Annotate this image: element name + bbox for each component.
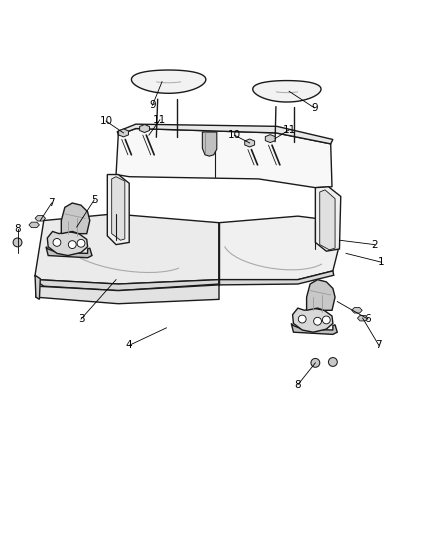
Polygon shape (46, 247, 92, 258)
Circle shape (328, 358, 337, 366)
Text: 2: 2 (371, 240, 378, 249)
Text: 7: 7 (375, 341, 382, 350)
Polygon shape (265, 135, 275, 143)
Text: 5: 5 (91, 195, 98, 205)
Polygon shape (219, 216, 339, 280)
Text: 4: 4 (126, 341, 133, 350)
Text: 6: 6 (364, 314, 371, 324)
Polygon shape (291, 324, 337, 334)
Polygon shape (35, 214, 219, 284)
Text: 9: 9 (149, 100, 156, 110)
Polygon shape (357, 316, 368, 321)
Polygon shape (219, 271, 334, 285)
Polygon shape (352, 308, 362, 313)
Text: 10: 10 (228, 130, 241, 140)
Text: 9: 9 (311, 103, 318, 113)
Text: 8: 8 (294, 379, 301, 390)
Polygon shape (36, 282, 219, 304)
Polygon shape (131, 70, 206, 93)
Polygon shape (293, 308, 333, 332)
Circle shape (311, 359, 320, 367)
Polygon shape (315, 187, 341, 251)
Text: 10: 10 (99, 116, 113, 126)
Text: 3: 3 (78, 314, 85, 324)
Polygon shape (117, 124, 333, 144)
Polygon shape (61, 203, 90, 233)
Circle shape (53, 238, 61, 246)
Polygon shape (112, 177, 125, 240)
Polygon shape (47, 231, 88, 255)
Circle shape (314, 317, 321, 325)
Polygon shape (245, 139, 254, 147)
Polygon shape (35, 275, 40, 300)
Text: 7: 7 (48, 198, 55, 208)
Circle shape (77, 239, 85, 247)
Polygon shape (307, 280, 335, 310)
Text: 8: 8 (14, 224, 21, 235)
Circle shape (322, 316, 330, 324)
Text: 1: 1 (378, 257, 385, 267)
Circle shape (298, 315, 306, 323)
Polygon shape (29, 222, 39, 228)
Polygon shape (253, 80, 321, 102)
Polygon shape (107, 174, 129, 245)
Circle shape (68, 241, 76, 248)
Polygon shape (202, 132, 217, 156)
Text: 11: 11 (153, 115, 166, 125)
Polygon shape (320, 190, 335, 250)
Text: 11: 11 (283, 125, 296, 135)
Polygon shape (116, 128, 332, 188)
Polygon shape (35, 215, 46, 221)
Polygon shape (119, 129, 128, 137)
Circle shape (13, 238, 22, 247)
Polygon shape (35, 275, 219, 290)
Polygon shape (140, 125, 149, 133)
